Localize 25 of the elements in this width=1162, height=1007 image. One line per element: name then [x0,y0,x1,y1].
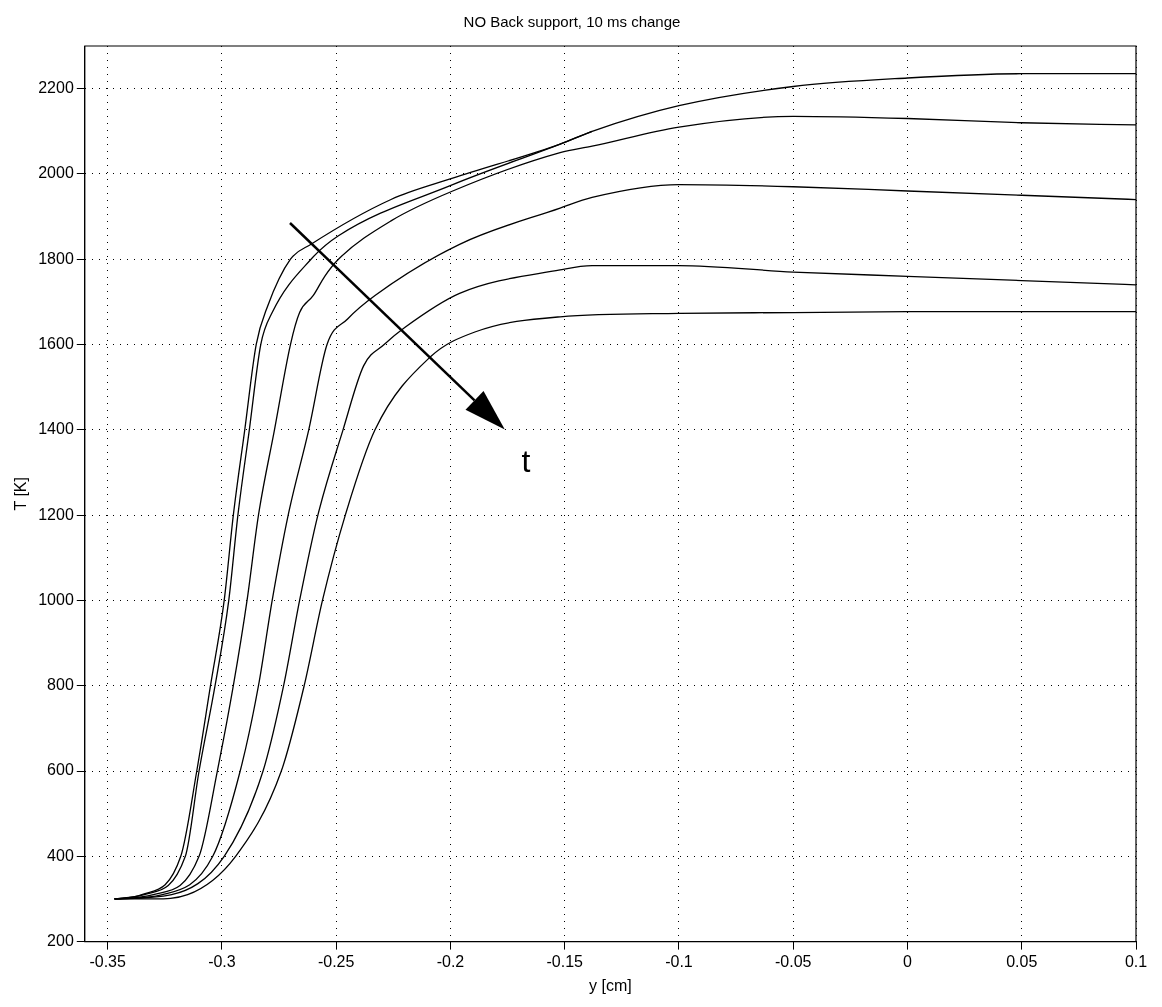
y-tick-label: 1800 [38,249,74,267]
y-tick-label: 200 [47,932,74,950]
y-tick-label: 1600 [38,334,74,352]
y-axis-title: T [K] [12,477,30,511]
y-tick-label: 1400 [38,420,74,438]
y-tick-label: 2000 [38,164,74,182]
y-tick-label: 800 [47,676,74,694]
x-tick-label: -0.1 [665,952,693,970]
x-tick-label: 0.1 [1124,952,1148,970]
y-tick-label: 1000 [38,590,74,608]
x-tick-label: -0.2 [436,952,465,970]
x-tick-label: 0.05 [1006,952,1038,970]
x-tick-label: -0.3 [208,952,236,970]
x-tick-label: 0 [903,952,913,970]
x-tick-label: -0.05 [774,952,812,970]
y-tick-label: 400 [47,846,74,864]
annotation: t [521,442,531,479]
x-axis-title: y [cm] [589,976,632,994]
y-tick-label: 600 [47,761,74,779]
x-tick-label: -0.25 [317,952,355,970]
y-tick-label: 1200 [38,505,74,523]
x-tick-label: -0.35 [89,952,126,970]
x-tick-label: -0.15 [546,952,584,970]
y-tick-label: 2200 [38,79,74,97]
chart-title: NO Back support, 10 ms change [463,13,681,31]
